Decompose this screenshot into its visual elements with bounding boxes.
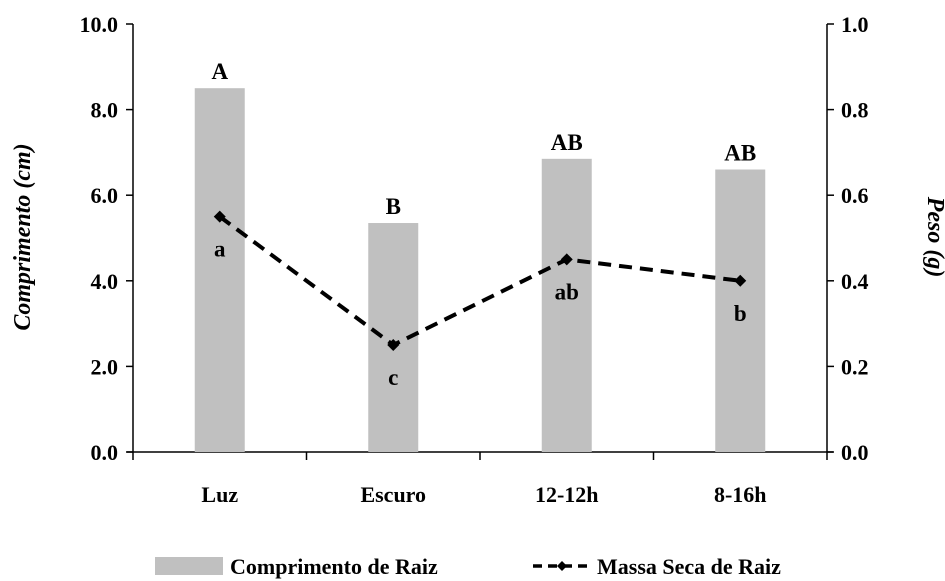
bar-data-label: AB — [724, 141, 756, 166]
bar — [194, 88, 245, 452]
line-point — [387, 339, 400, 351]
line-point — [213, 210, 226, 223]
y-right-tick-label: 0.4 — [841, 269, 869, 294]
y-left-tick-label: 0.0 — [91, 440, 119, 465]
x-tick-label: 12-12h — [535, 482, 599, 507]
legend: Comprimento de Raiz Massa Seca de Raiz — [155, 554, 781, 579]
line-point — [734, 274, 747, 287]
bar-data-label: AB — [551, 130, 583, 155]
y-left-tick-label: 4.0 — [91, 269, 119, 294]
x-tick-label: 8-16h — [714, 482, 767, 507]
y-right-tick-label: 0.8 — [841, 98, 869, 123]
y-left-axis-title: Comprimento (cm) — [10, 143, 36, 330]
y-right-tick-label: 0.2 — [841, 354, 869, 379]
line-point — [560, 253, 573, 266]
y-left-tick-label: 10.0 — [80, 12, 119, 37]
bar-data-label: A — [211, 59, 228, 84]
line-point-label: c — [388, 365, 398, 390]
legend-swatch-bar — [155, 557, 223, 575]
legend-label-bar: Comprimento de Raiz — [230, 554, 438, 579]
bars-layer — [194, 88, 766, 452]
y-right-axis-title: Peso (g) — [922, 196, 945, 278]
y-left-tick-label: 6.0 — [91, 183, 119, 208]
line-point-label: a — [214, 237, 226, 262]
legend-label-line: Massa Seca de Raiz — [597, 554, 781, 579]
y-left-tick-label: 2.0 — [91, 354, 119, 379]
bar-data-label: B — [386, 194, 401, 219]
series-line — [218, 214, 741, 348]
line-point-label: ab — [555, 279, 579, 304]
y-right-tick-label: 1.0 — [841, 12, 869, 37]
y-left-tick-label: 8.0 — [91, 98, 119, 123]
x-tick-label: Escuro — [360, 482, 426, 507]
bar — [541, 158, 592, 452]
y-right-tick-label: 0.6 — [841, 183, 869, 208]
legend-marker-diamond — [557, 561, 567, 571]
y-right-tick-label: 0.0 — [841, 440, 869, 465]
line-point-label: b — [734, 301, 747, 326]
bar — [715, 169, 766, 452]
line-layer — [213, 210, 747, 351]
axes: 0.0 2.0 4.0 6.0 8.0 10.0 0.0 0.2 0.4 0.6 0.8 1.0 Luz… — [80, 12, 869, 507]
x-tick-label: Luz — [201, 482, 238, 507]
